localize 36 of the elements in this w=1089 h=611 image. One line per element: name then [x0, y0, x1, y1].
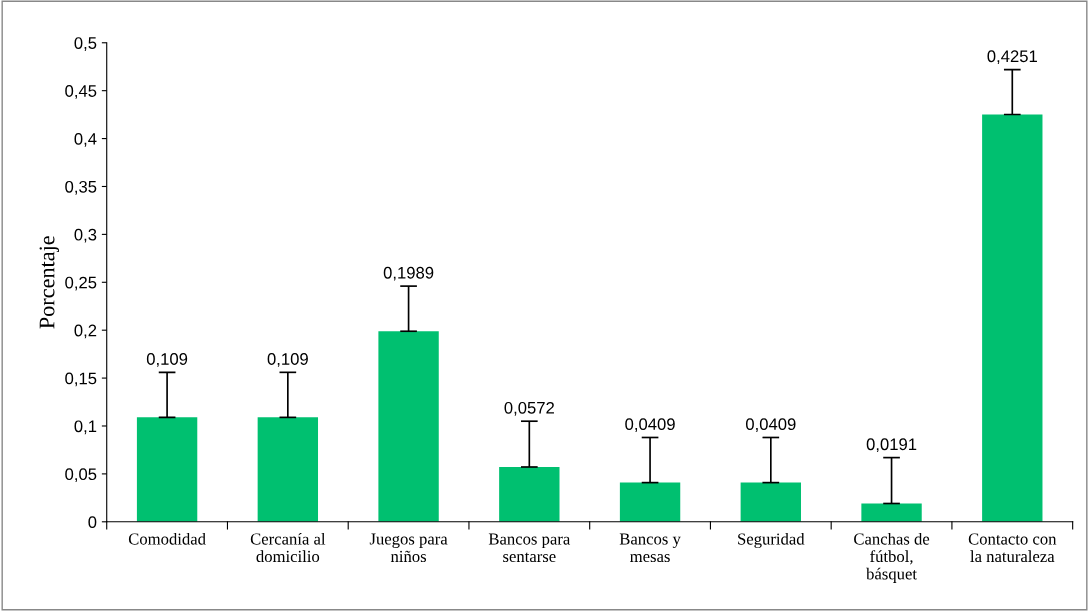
data-label: 0,0409 [625, 418, 675, 432]
y-tick-label: 0 [88, 516, 97, 528]
data-label: 0,0409 [745, 418, 796, 432]
x-tick-label: Cercanía al domicilio [250, 532, 326, 563]
data-label: 0,0191 [866, 438, 917, 453]
y-axis-title: Porcentaje [39, 236, 60, 329]
data-label: 0,109 [267, 353, 308, 367]
x-tick-label: Juegos para niños [369, 533, 448, 563]
x-tick-label: Comodidad [128, 532, 206, 545]
x-tick-label: Contacto con la naturaleza [968, 533, 1057, 563]
bar [499, 466, 560, 522]
y-tick-label: 0,15 [65, 372, 97, 387]
bar [136, 417, 198, 522]
bar [861, 503, 922, 522]
x-tick-label: Canchas de fútbol, básquet [854, 532, 930, 583]
y-tick-label: 0,3 [74, 228, 97, 243]
x-tick-label: Bancos para sentarse [488, 533, 571, 563]
y-tick-label: 0,4 [74, 132, 97, 147]
bar [378, 331, 439, 522]
y-tick-label: 0,35 [65, 180, 97, 195]
y-tick-label: 0,45 [65, 85, 97, 99]
data-label: 0,0572 [504, 401, 554, 416]
y-tick-label: 0,5 [74, 37, 97, 51]
y-tick-label: 0,25 [65, 276, 97, 291]
bar [257, 417, 319, 522]
y-tick-label: 0,05 [65, 468, 97, 483]
y-tick-label: 0,2 [74, 324, 97, 339]
data-label: 0,4251 [987, 50, 1037, 65]
bar [982, 114, 1043, 522]
y-tick-label: 0,1 [74, 420, 97, 435]
data-label: 0,109 [146, 353, 188, 367]
x-tick-label: Seguridad [738, 532, 805, 549]
x-tick-label: Bancos y mesas [619, 533, 681, 563]
bar [740, 482, 801, 522]
bar [619, 482, 681, 522]
data-label: 0,1989 [383, 266, 434, 281]
